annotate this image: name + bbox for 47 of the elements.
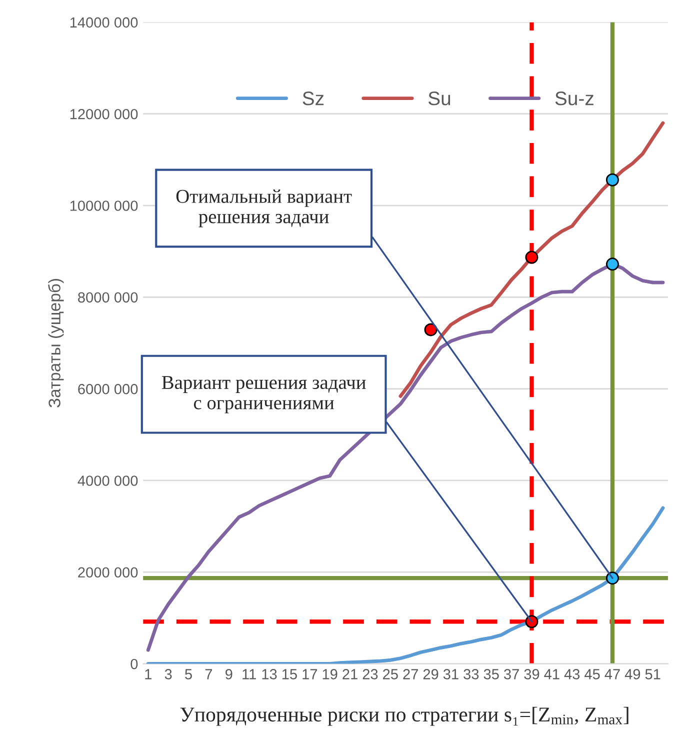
y-tick-label: 10000 000: [70, 200, 138, 211]
x-tick-label: 25: [383, 669, 398, 680]
x-tick-label: 15: [282, 669, 297, 680]
x-tick-label: 39: [524, 669, 540, 680]
line-series: [398, 121, 665, 398]
x-tick-label: 11: [242, 669, 256, 680]
x-tick-label: 27: [403, 669, 418, 680]
x-tick-label: 19: [322, 669, 338, 680]
y-tick-label: 0: [130, 658, 138, 670]
point: [606, 258, 619, 271]
x-tick-label: 45: [584, 669, 600, 680]
x-axis-title: Упорядоченные риски по стратегии s₁=[Z$_{min}$, Z$_{max}$]: [180, 706, 628, 726]
y-tick-label: 14000 000: [70, 17, 138, 28]
point: [606, 173, 619, 186]
y-tick-label: 6000 000: [78, 384, 138, 394]
x-tick-label: 23: [362, 669, 378, 680]
annotation: Отимальный вариант решения задачи: [176, 189, 352, 228]
legend-label: Su: [428, 92, 450, 106]
x-tick-label: 17: [302, 669, 318, 680]
y-tick-label: 12000 000: [70, 108, 138, 120]
point: [424, 323, 438, 336]
x-tick-label: 37: [504, 669, 519, 680]
x-tick-label: 29: [423, 669, 438, 680]
legend-label: Su-z: [555, 92, 594, 106]
annotation: Вариант решения задачи с ограничениями: [162, 376, 366, 414]
line-series: [146, 506, 665, 664]
x-tick-label: 13: [262, 669, 277, 680]
x-tick-label: 21: [342, 669, 358, 680]
y-axis-title: Затраты (ущерб): [48, 279, 64, 408]
x-tick-label: 49: [624, 669, 640, 680]
x-tick-label: 41: [544, 669, 560, 680]
x-tick-label: 35: [484, 669, 499, 680]
x-tick-label: 33: [464, 669, 479, 680]
x-tick-label: 5: [185, 669, 192, 680]
y-tick-label: 8000 000: [78, 292, 138, 303]
x-tick-label: 31: [443, 669, 458, 680]
x-tick-label: 51: [645, 669, 660, 680]
x-tick-label: 3: [164, 669, 172, 680]
legend-label: Sz: [302, 92, 324, 106]
y-tick-label: 2000 000: [78, 567, 138, 578]
x-tick-label: 1: [145, 669, 152, 680]
x-tick-label: 43: [564, 669, 580, 680]
x-tick-label: 7: [205, 669, 212, 680]
x-tick-label: 9: [226, 669, 232, 680]
x-tick-label: 47: [604, 669, 620, 680]
point: [525, 250, 538, 264]
y-tick-label: 4000 000: [78, 476, 138, 486]
